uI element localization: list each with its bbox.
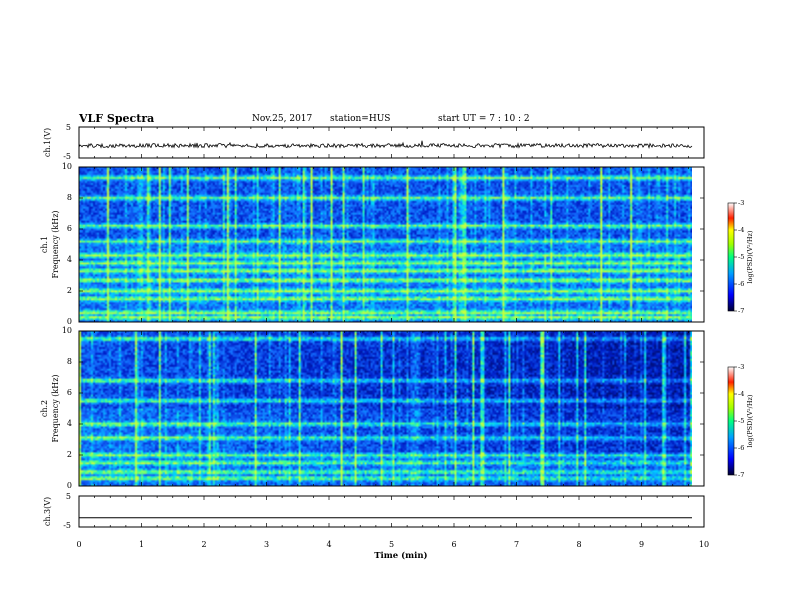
colorbar-1: -3 -4 -5 -6 -7 log(PSD)(V²/Hz) [727, 199, 754, 315]
xtick-label: 1 [139, 540, 144, 549]
ch2-ytick-label: 4 [67, 419, 72, 428]
ch3-ytick-label: -5 [63, 521, 71, 530]
xtick-label: 9 [639, 540, 644, 549]
xtick-label: 10 [699, 540, 709, 549]
colorbar-1-tick-label: -3 [738, 199, 744, 207]
ch2-ytick-label: 2 [67, 450, 72, 459]
ch1-ylabel: Frequency (kHz) [51, 210, 60, 278]
ch2-channel-label: ch.2 [40, 400, 49, 417]
colorbar-2-tick-label: -7 [738, 471, 744, 479]
xtick-label: 8 [576, 540, 581, 549]
ch1-ytick-label: 0 [67, 317, 72, 326]
xtick-label: 2 [201, 540, 206, 549]
ch1-ylabel: ch.1(V) [43, 128, 52, 157]
ch1-ytick-label: 4 [67, 255, 72, 264]
xtick-label: 6 [451, 540, 456, 549]
header-title: VLF Spectra [79, 112, 155, 125]
colorbar-1-tick-label: -6 [738, 280, 744, 288]
colorbar-2: -3 -4 -5 -6 -7 log(PSD)(V²/Hz) [727, 363, 754, 479]
ch1-ytick-label: 10 [62, 162, 72, 171]
ch2-ylabel: Frequency (kHz) [51, 374, 60, 442]
panel-frame-4 [78, 495, 705, 528]
spectrogram-ch1 [79, 167, 692, 322]
ch1-ytick-label: 8 [67, 193, 72, 202]
colorbar-1-tick-label: -7 [738, 307, 744, 315]
header-date: Nov.25, 2017 [252, 114, 313, 124]
colorbar-2-tick-label: -6 [738, 444, 744, 452]
ch3-ylabel: ch.3(V) [43, 497, 52, 526]
panel-frame-1 [78, 126, 705, 159]
colorbar-1-scale [727, 202, 735, 312]
ch1-ytick-label: 5 [66, 123, 71, 132]
colorbar-2-tick-label: -5 [738, 417, 744, 425]
ch1-ytick-label: 6 [67, 224, 72, 233]
colorbar-2-label: log(PSD)(V²/Hz) [746, 394, 754, 447]
waveform-ch1 [78, 140, 693, 150]
colorbar-1-label: log(PSD)(V²/Hz) [746, 230, 754, 283]
xtick-label: 5 [389, 540, 394, 549]
ch2-ytick-label: 10 [62, 326, 72, 335]
colorbar-2-scale [727, 366, 735, 476]
ch3-ytick-label: 5 [66, 492, 71, 501]
ch1-ytick-label: 2 [67, 286, 72, 295]
colorbar-2-tick-label: -4 [738, 390, 744, 398]
xtick-label: 7 [514, 540, 519, 549]
xtick-label: 4 [326, 540, 331, 549]
header-station: station=HUS [330, 114, 391, 124]
x-axis-label: Time (min) [374, 550, 427, 561]
xtick-label: 3 [264, 540, 269, 549]
spectrogram-ch2 [79, 331, 692, 486]
ch1-channel-label: ch.1 [40, 236, 49, 253]
header-start: start UT = 7 : 10 : 2 [438, 114, 530, 124]
ch2-ytick-label: 0 [67, 481, 72, 490]
colorbar-1-tick-label: -4 [738, 226, 744, 234]
colorbar-1-tick-label: -5 [738, 253, 744, 261]
colorbar-2-tick-label: -3 [738, 363, 744, 371]
ch1-ytick-label: -5 [63, 152, 71, 161]
ch2-ytick-label: 8 [67, 357, 72, 366]
xtick-label: 0 [76, 540, 81, 549]
ch2-ytick-label: 6 [67, 388, 72, 397]
